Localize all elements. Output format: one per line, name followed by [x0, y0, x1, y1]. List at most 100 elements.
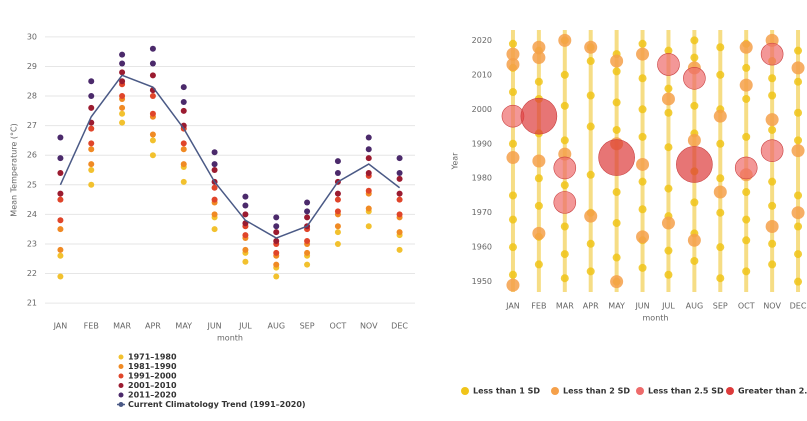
y-tick-label: 29 [27, 62, 37, 71]
data-point [396, 175, 403, 182]
y-tick-label: 1950 [472, 277, 492, 286]
data-point [211, 226, 218, 233]
data-point [334, 223, 341, 230]
data-point [149, 72, 156, 79]
bubble [768, 239, 777, 248]
data-point [180, 98, 187, 105]
legend-marker [118, 392, 124, 398]
bubble [560, 274, 569, 283]
bubble [638, 263, 647, 272]
bubble [768, 125, 777, 134]
bubble [560, 136, 569, 145]
legend-label: Current Climatology Trend (1991–2020) [128, 400, 306, 409]
bubble [584, 40, 598, 54]
legend-marker [118, 373, 124, 379]
bubble [508, 215, 517, 224]
bubble [508, 39, 517, 48]
data-point [334, 208, 341, 215]
bubble [664, 108, 673, 117]
y-tick-label: 23 [27, 239, 37, 248]
data-point [149, 152, 156, 159]
bubble [716, 243, 725, 252]
bubble [612, 98, 621, 107]
x-tick-label: NOV [763, 302, 781, 311]
data-point [119, 93, 126, 100]
legend-marker [118, 354, 124, 360]
data-point [119, 60, 126, 67]
data-point [242, 193, 249, 200]
bubble [742, 267, 751, 276]
bubble [690, 101, 699, 110]
data-point [304, 238, 311, 244]
data-point [273, 229, 280, 236]
bubble [598, 139, 635, 176]
x-tick-label: NOV [360, 322, 378, 331]
y-tick-label: 2020 [472, 36, 492, 45]
legend-marker [636, 387, 644, 395]
data-point [242, 258, 249, 265]
data-point [57, 246, 64, 253]
data-point [273, 249, 280, 256]
data-point [273, 238, 280, 244]
data-point [57, 217, 64, 224]
x-tick-label: MAY [175, 322, 192, 331]
data-point [57, 169, 64, 176]
bubble [742, 236, 751, 245]
bubble [794, 108, 803, 117]
data-point [396, 196, 403, 203]
bubble [560, 70, 569, 79]
bubble [508, 243, 517, 252]
bubble [765, 113, 779, 127]
y-tick-label: 26 [27, 151, 37, 160]
data-point [119, 119, 126, 126]
bubble [661, 92, 675, 106]
data-point [180, 107, 187, 114]
data-point [211, 149, 218, 156]
legend-label: Greater than 2.5 SD [738, 387, 807, 396]
data-point [334, 229, 341, 236]
x-tick-label: MAR [556, 302, 574, 311]
bubble [742, 63, 751, 72]
data-point [88, 104, 95, 111]
bubble [638, 205, 647, 214]
data-point [180, 146, 187, 153]
data-point [88, 125, 95, 132]
bubble [690, 198, 699, 207]
y-axis-label: Mean Temperature (°C) [10, 123, 19, 216]
y-tick-label: 25 [27, 180, 37, 189]
data-point [365, 223, 372, 230]
bubble [584, 209, 598, 223]
bubble [742, 188, 751, 197]
x-tick-label: DEC [790, 302, 807, 311]
bubble [586, 267, 595, 276]
x-tick-label: FEB [84, 322, 99, 331]
bubble [506, 151, 520, 165]
data-point [396, 169, 403, 176]
data-point [119, 110, 126, 117]
data-point [273, 261, 280, 268]
data-point [57, 273, 64, 280]
y-tick-label: 1980 [472, 174, 492, 183]
data-point [88, 146, 95, 153]
y-tick-label: 1960 [472, 243, 492, 252]
legend-marker [118, 383, 124, 388]
bubble [791, 61, 805, 75]
data-point [211, 184, 218, 191]
data-point [334, 196, 341, 203]
legend: 1971–19801981–19901991–20002001–20102011… [117, 353, 306, 409]
bubble [794, 191, 803, 200]
data-point [149, 60, 156, 67]
bubble [553, 191, 577, 214]
data-point [180, 140, 187, 147]
legend-label: 1971–1980 [128, 353, 177, 362]
data-point [304, 261, 311, 268]
bubble [506, 278, 520, 292]
bubble [610, 54, 624, 68]
data-point [273, 273, 280, 280]
y-tick-label: 22 [27, 269, 37, 278]
data-point [57, 155, 64, 162]
bubble [612, 219, 621, 228]
bubble [713, 109, 727, 123]
bubble [586, 170, 595, 179]
